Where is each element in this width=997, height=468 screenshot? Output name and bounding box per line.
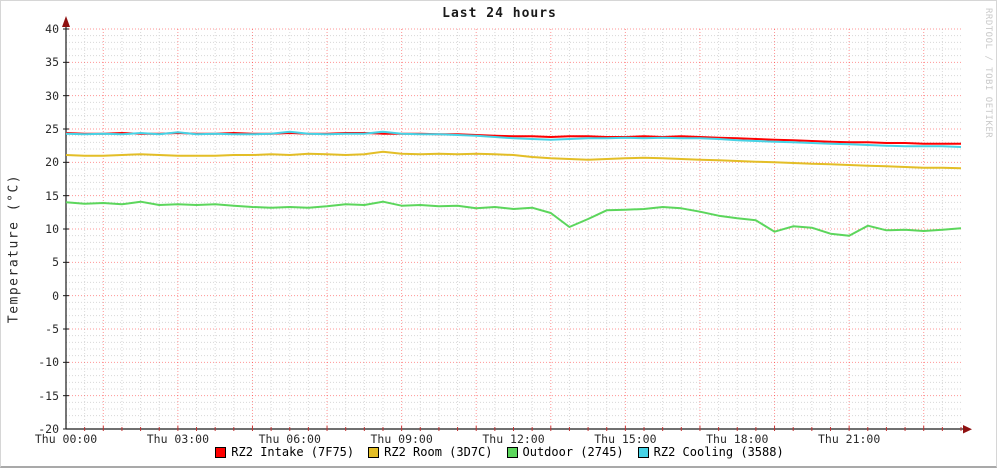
y-tick-label: -15 bbox=[38, 388, 59, 403]
x-tick-label: Thu 06:00 bbox=[258, 432, 321, 446]
legend-swatch-icon bbox=[215, 446, 227, 458]
legend-label: RZ2 Room (3D7C) bbox=[384, 445, 493, 459]
legend-item-0: RZ2 Intake (7F75) bbox=[215, 445, 354, 459]
y-tick-label: 30 bbox=[45, 88, 59, 103]
y-axis-arrow-icon bbox=[62, 16, 70, 27]
y-tick-label: 0 bbox=[52, 288, 59, 303]
legend-label: Outdoor (2745) bbox=[522, 445, 624, 459]
y-tick-label: -20 bbox=[38, 422, 59, 436]
legend-label: RZ2 Cooling (3588) bbox=[653, 445, 784, 459]
series-line-2 bbox=[65, 200, 962, 237]
series-line-1 bbox=[65, 150, 962, 170]
y-tick-label: -10 bbox=[38, 355, 59, 370]
x-tick-label: Thu 12:00 bbox=[482, 432, 545, 446]
x-tick-label: Thu 21:00 bbox=[817, 432, 881, 446]
y-tick-label: 10 bbox=[45, 222, 59, 236]
legend-swatch-icon bbox=[368, 446, 380, 458]
legend-label: RZ2 Intake (7F75) bbox=[231, 445, 355, 459]
y-tick-label: 40 bbox=[45, 22, 59, 36]
y-tick-label: 20 bbox=[45, 155, 59, 170]
chart-title: Last 24 hours bbox=[442, 6, 557, 21]
legend-item-3: RZ2 Cooling (3588) bbox=[637, 445, 784, 459]
y-tick-label: 25 bbox=[45, 122, 59, 136]
x-tick-label: Thu 00:00 bbox=[34, 432, 98, 446]
y-tick-label: 5 bbox=[52, 255, 59, 270]
y-tick-label: 35 bbox=[45, 55, 59, 70]
x-tick-label: Thu 15:00 bbox=[594, 432, 657, 446]
legend-swatch-icon bbox=[506, 446, 518, 458]
legend-item-1: RZ2 Room (3D7C) bbox=[368, 445, 493, 459]
x-axis-arrow-icon bbox=[963, 425, 972, 434]
legend: RZ2 Intake (7F75) RZ2 Room (3D7C) Outdoor … bbox=[1, 445, 996, 459]
x-tick-label: Thu 03:00 bbox=[146, 432, 210, 446]
series-line-3 bbox=[65, 130, 962, 148]
x-tick-label: Thu 18:00 bbox=[706, 432, 769, 446]
y-tick-label: 15 bbox=[45, 188, 59, 203]
legend-swatch-icon bbox=[637, 446, 649, 458]
legend-item-2: Outdoor (2745) bbox=[506, 445, 624, 459]
x-tick-label: Thu 09:00 bbox=[370, 432, 433, 446]
rrdtool-watermark: RRDTOOL / TOBI OETIKER bbox=[983, 8, 993, 139]
y-tick-label: -5 bbox=[45, 322, 59, 336]
